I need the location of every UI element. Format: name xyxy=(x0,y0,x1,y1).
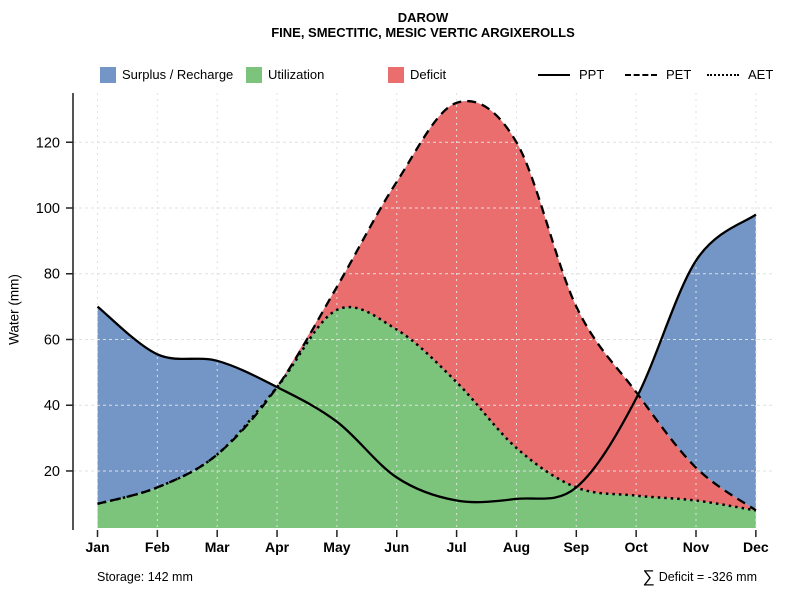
legend-item-surplus: Surplus / Recharge xyxy=(100,66,233,83)
title-block: DAROW FINE, SMECTITIC, MESIC VERTIC ARGI… xyxy=(73,10,773,40)
legend-label-utilization: Utilization xyxy=(268,67,325,82)
surplus-swatch-icon xyxy=(100,66,116,83)
month-label: Jun xyxy=(384,539,409,555)
month-label: Feb xyxy=(145,539,170,555)
month-label: Mar xyxy=(205,539,230,555)
legend-item-deficit: Deficit xyxy=(388,66,446,83)
month-label: Nov xyxy=(683,539,710,555)
y-tick-label: 80 xyxy=(44,267,60,283)
month-label: Oct xyxy=(624,539,648,555)
legend-label-ppt: PPT xyxy=(579,67,605,82)
utilization-area xyxy=(97,307,756,528)
chart-subtitle: FINE, SMECTITIC, MESIC VERTIC ARGIXEROLL… xyxy=(271,25,575,40)
legend-label-deficit: Deficit xyxy=(410,67,447,82)
month-label: Dec xyxy=(743,539,769,555)
pet-line-icon xyxy=(625,73,657,76)
sigma-icon: ∑ xyxy=(642,567,655,586)
month-label: Aug xyxy=(503,539,530,555)
y-tick-label: 20 xyxy=(44,464,60,480)
aet-line-icon xyxy=(707,73,739,76)
deficit-sum-text: Deficit = -326 mm xyxy=(658,570,757,584)
legend: Surplus / Recharge Utilization Deficit P… xyxy=(0,66,800,84)
month-label: Sep xyxy=(563,539,589,555)
utilization-swatch-icon xyxy=(246,66,262,83)
deficit-area xyxy=(277,101,756,511)
y-tick-label: 60 xyxy=(44,332,60,348)
legend-label-pet: PET xyxy=(666,67,692,82)
month-label: Apr xyxy=(265,539,290,555)
month-label: May xyxy=(323,539,350,555)
legend-item-ppt: PPT xyxy=(538,66,604,83)
legend-label-aet: AET xyxy=(748,67,774,82)
legend-item-aet: AET xyxy=(707,66,773,83)
chart-title: DAROW xyxy=(397,10,449,25)
month-label: Jan xyxy=(85,539,109,555)
aet-line xyxy=(97,305,757,512)
ppt-line xyxy=(96,213,757,504)
deficit-swatch-icon xyxy=(388,66,404,83)
legend-label-surplus: Surplus / Recharge xyxy=(122,67,234,82)
legend-item-utilization: Utilization xyxy=(246,66,324,83)
y-tick-label: 120 xyxy=(36,135,60,151)
y-tick-label: 40 xyxy=(44,398,60,414)
ppt-line-icon xyxy=(538,73,570,76)
deficit-sum-annotation: ∑ Deficit = -326 mm xyxy=(643,566,757,586)
legend-item-pet: PET xyxy=(625,66,691,83)
storage-annotation: Storage: 142 mm xyxy=(97,570,193,584)
y-tick-label: 100 xyxy=(36,201,60,217)
pet-line xyxy=(97,99,757,512)
month-label: Jul xyxy=(446,539,466,555)
